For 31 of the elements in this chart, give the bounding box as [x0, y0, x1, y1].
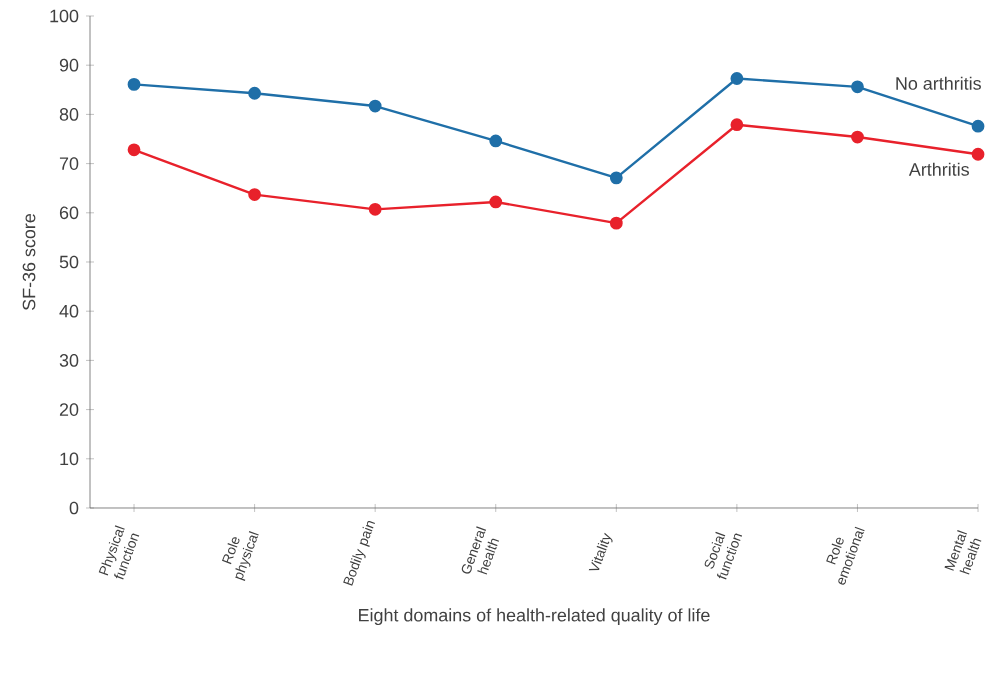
series-label: Arthritis — [908, 162, 969, 176]
point — [851, 130, 864, 144]
point — [368, 99, 382, 113]
point — [127, 143, 141, 157]
point — [851, 80, 864, 94]
y-tick-label: 0 — [69, 501, 79, 515]
y-tick-label: 80 — [59, 108, 79, 121]
y-tick-label: 60 — [59, 206, 79, 220]
y-axis-title: SF-36 score — [22, 213, 36, 311]
series-label: No arthritis — [896, 76, 981, 90]
point — [730, 118, 744, 132]
y-tick-label: 50 — [59, 255, 79, 269]
point — [489, 134, 503, 148]
point — [248, 86, 261, 100]
x-axis-title: Eight domains of health-related quality of life — [359, 608, 710, 626]
point — [127, 77, 141, 91]
point — [971, 119, 985, 133]
y-tick-label: 40 — [59, 304, 79, 318]
y-tick-label: 70 — [59, 157, 79, 170]
point — [609, 171, 623, 185]
y-tick-label: 90 — [59, 58, 79, 72]
y-tick-label: 30 — [59, 354, 79, 367]
point — [368, 202, 382, 216]
point — [730, 72, 744, 85]
point — [248, 188, 261, 201]
y-tick-label: 100 — [50, 9, 79, 23]
point — [971, 147, 985, 161]
point — [489, 195, 503, 209]
y-tick-label: 20 — [59, 403, 79, 416]
y-tick-label: 10 — [60, 452, 79, 466]
point — [609, 216, 623, 230]
